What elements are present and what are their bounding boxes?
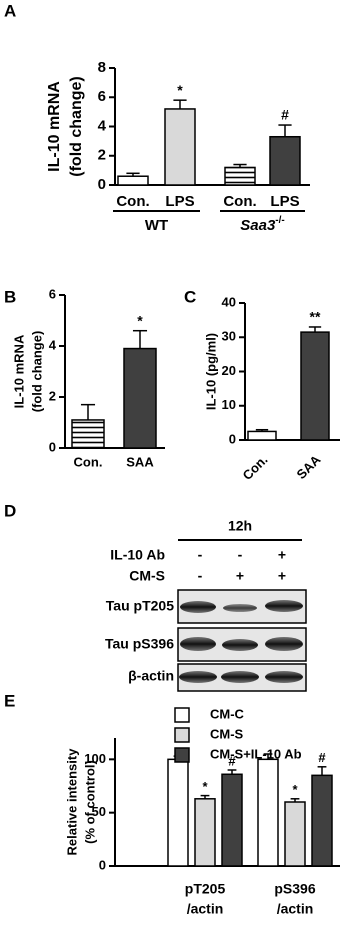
band bbox=[179, 671, 217, 683]
condition-sign: + bbox=[278, 547, 286, 563]
bar bbox=[167, 758, 189, 867]
bar bbox=[257, 758, 279, 867]
row-label: β-actin bbox=[128, 668, 174, 684]
y-axis-label: IL-10 mRNA bbox=[46, 81, 63, 172]
y-axis-label: IL-10 (pg/ml) bbox=[203, 333, 218, 410]
significance-mark: * bbox=[292, 782, 298, 797]
condition-sign: - bbox=[238, 547, 243, 563]
y-axis-label: Relative intensity bbox=[64, 748, 79, 856]
x-tick-label: LPS bbox=[270, 193, 299, 210]
panel-letter: E bbox=[4, 691, 15, 710]
y-tick-label: 0 bbox=[49, 439, 56, 454]
legend-label: CM-S bbox=[210, 726, 244, 741]
bar bbox=[117, 175, 149, 186]
x-tick-label: /actin bbox=[277, 901, 314, 917]
panel-letter: A bbox=[4, 1, 16, 20]
y-tick-label: 30 bbox=[222, 329, 236, 344]
y-tick-label: 4 bbox=[49, 337, 57, 352]
y-axis-label: (fold change) bbox=[68, 76, 85, 176]
y-axis-label: (fold change) bbox=[29, 331, 44, 413]
x-tick-label: Con. bbox=[240, 452, 271, 483]
row-label: Tau pT205 bbox=[106, 598, 174, 614]
group-name: Saa3 bbox=[240, 217, 276, 234]
band bbox=[265, 637, 303, 651]
panel-letter: D bbox=[4, 501, 16, 520]
y-tick-label: 10 bbox=[222, 397, 236, 412]
row-label: Tau pS396 bbox=[105, 636, 174, 652]
condition-sign: + bbox=[236, 568, 244, 584]
y-tick-label: 2 bbox=[49, 388, 56, 403]
bar bbox=[224, 166, 256, 186]
y-axis-label: (% of control) bbox=[82, 760, 97, 844]
y-tick-label: 4 bbox=[98, 117, 107, 134]
y-tick-label: 6 bbox=[98, 88, 106, 105]
bar bbox=[194, 798, 216, 867]
condition-sign: - bbox=[198, 547, 203, 563]
significance-mark: # bbox=[281, 107, 289, 123]
group-name: WT bbox=[145, 217, 168, 234]
y-tick-label: 0 bbox=[229, 431, 236, 446]
y-tick-label: 100 bbox=[84, 751, 106, 766]
band bbox=[265, 671, 303, 683]
x-tick-label: /actin bbox=[187, 901, 224, 917]
y-tick-label: 0 bbox=[99, 857, 106, 872]
x-tick-label: Con. bbox=[116, 193, 149, 210]
y-tick-label: 8 bbox=[98, 59, 106, 76]
bar bbox=[284, 801, 306, 867]
band bbox=[265, 600, 303, 612]
x-tick-label: Con. bbox=[74, 454, 103, 469]
significance-mark: # bbox=[318, 750, 326, 765]
y-tick-label: 2 bbox=[98, 147, 106, 164]
bar bbox=[164, 108, 196, 186]
group-label: WT bbox=[145, 217, 168, 234]
significance-mark: ** bbox=[310, 309, 321, 325]
legend-swatch bbox=[174, 707, 190, 723]
bar bbox=[269, 135, 301, 186]
bar bbox=[300, 331, 330, 441]
bar bbox=[221, 773, 243, 867]
condition-label: CM-S bbox=[129, 568, 165, 584]
bar bbox=[311, 774, 333, 867]
bar bbox=[71, 419, 105, 449]
significance-mark: * bbox=[202, 779, 208, 794]
condition-sign: - bbox=[198, 568, 203, 584]
y-tick-label: 40 bbox=[222, 294, 236, 309]
bar bbox=[123, 347, 157, 449]
condition-sign: + bbox=[278, 568, 286, 584]
y-tick-label: 20 bbox=[222, 363, 236, 378]
y-tick-label: 50 bbox=[92, 804, 106, 819]
x-tick-label: pS396 bbox=[274, 881, 315, 897]
x-tick-label: Con. bbox=[223, 193, 256, 210]
significance-mark: * bbox=[137, 312, 143, 328]
group-superscript: -/- bbox=[275, 215, 284, 226]
band bbox=[223, 604, 257, 612]
panel-letter: B bbox=[4, 287, 16, 306]
legend-label: CM-S+IL-10 Ab bbox=[210, 746, 302, 761]
band bbox=[180, 601, 216, 613]
x-tick-label: SAA bbox=[294, 452, 324, 482]
y-tick-label: 6 bbox=[49, 286, 56, 301]
blot-images bbox=[177, 539, 307, 692]
legend-swatch bbox=[174, 727, 190, 743]
band bbox=[222, 639, 258, 651]
group-label: Saa3-/- bbox=[240, 215, 285, 234]
significance-mark: # bbox=[228, 753, 236, 768]
panel-letter: C bbox=[184, 287, 196, 306]
band bbox=[180, 637, 216, 651]
legend-swatch bbox=[174, 747, 190, 763]
condition-label: IL-10 Ab bbox=[110, 547, 165, 563]
bar bbox=[247, 430, 277, 441]
y-tick-label: 0 bbox=[98, 176, 106, 193]
x-tick-label: SAA bbox=[126, 454, 154, 469]
band bbox=[221, 671, 259, 683]
legend-label: CM-C bbox=[210, 706, 245, 721]
x-tick-label: LPS bbox=[165, 193, 194, 210]
significance-mark: * bbox=[177, 82, 183, 98]
x-tick-label: pT205 bbox=[185, 881, 226, 897]
time-label: 12h bbox=[228, 518, 252, 534]
y-axis-label: IL-10 mRNA bbox=[11, 334, 26, 408]
